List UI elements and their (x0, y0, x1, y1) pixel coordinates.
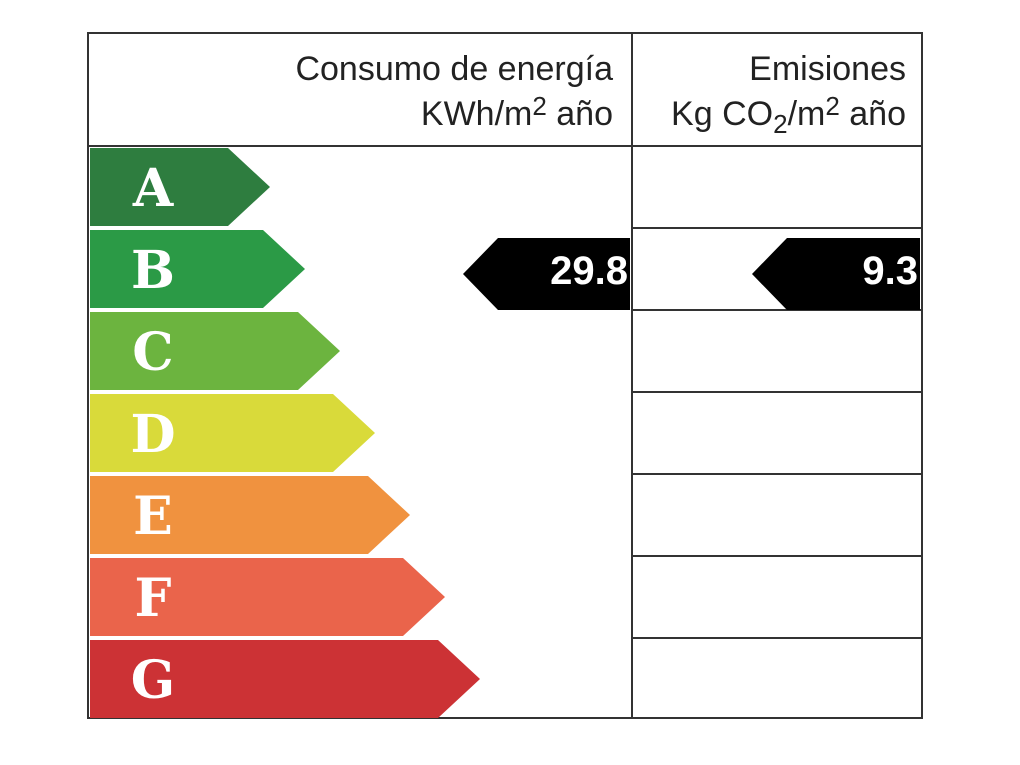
rating-letter: A (132, 158, 174, 219)
emissions-value: 9.3 (862, 249, 918, 293)
superscript: 2 (532, 91, 546, 121)
emissions-title: Emisiones (749, 50, 906, 88)
rating-letter: F (135, 568, 172, 629)
unit-text: KWh/m (421, 95, 532, 133)
unit-text: año (840, 95, 906, 133)
emissions-unit: Kg CO2/m2 año (671, 91, 906, 139)
rating-arrow (90, 558, 445, 636)
rating-letter: E (133, 486, 173, 547)
energy-unit: KWh/m2 año (421, 91, 613, 133)
rating-letter: C (132, 322, 173, 383)
energy-value: 29.8 (550, 249, 628, 293)
rating-letter: B (131, 240, 175, 301)
unit-text: año (547, 95, 613, 133)
rating-letter: G (131, 650, 175, 711)
rating-arrow (90, 148, 270, 226)
energy-pointer (463, 238, 630, 310)
superscript: 2 (773, 109, 787, 139)
superscript: 2 (825, 91, 839, 121)
frame (87, 32, 923, 719)
rating-arrow (90, 230, 305, 308)
rating-arrow (90, 312, 340, 390)
emissions-pointer (752, 238, 920, 310)
rating-arrow (90, 476, 410, 554)
unit-text: Kg CO (671, 95, 773, 133)
unit-text: /m (788, 95, 826, 133)
rating-arrow (90, 394, 375, 472)
rating-arrow (90, 640, 480, 718)
rating-letter: D (130, 404, 175, 465)
energy-title: Consumo de energía (295, 50, 613, 88)
